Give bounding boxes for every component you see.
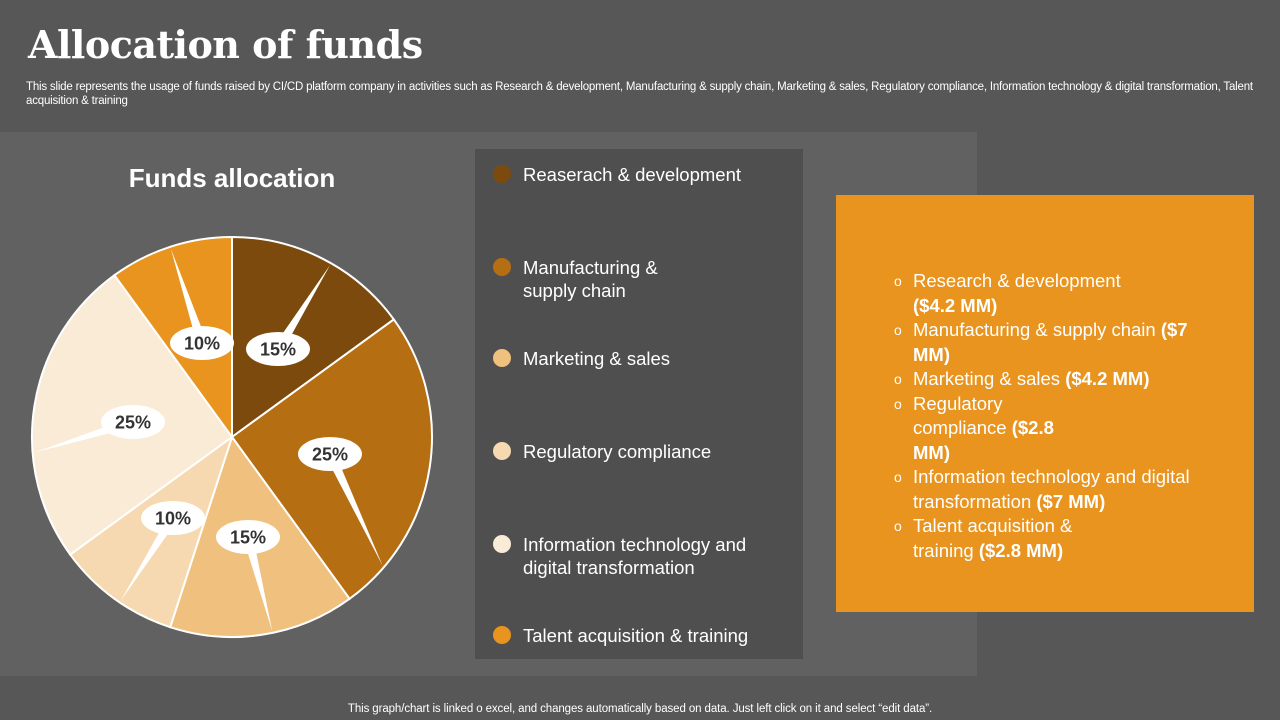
summary-item: o Talent acquisition & training ($2.8 MM) (894, 515, 1073, 561)
legend-label: Regulatory compliance (523, 441, 712, 462)
slide-subtitle: This slide represents the usage of funds… (26, 81, 1253, 107)
legend-dot-icon (493, 535, 511, 553)
funds-summary-box: o Research & development ($4.2 MM) o Manufa… (836, 195, 1254, 612)
legend-label: Reaserach & development (523, 164, 742, 185)
funds-summary-list: o Research & development ($4.2 MM) o Manufa… (894, 269, 1224, 563)
circle-bullet-icon: o (894, 518, 902, 534)
legend-label: Talent acquisition & training (523, 625, 749, 646)
circle-bullet-icon: o (894, 273, 902, 289)
legend-dot-icon (493, 165, 511, 183)
summary-item: o Manufacturing & supply chain ($7 MM) (894, 319, 1188, 365)
legend-label: Information technology and digital trans… (523, 534, 747, 578)
summary-item: o Research & development ($4.2 MM) (894, 270, 1121, 316)
legend-dot-icon (493, 349, 511, 367)
circle-bullet-icon: o (894, 469, 902, 485)
circle-bullet-icon: o (894, 371, 902, 387)
footer-note: This graph/chart is linked o excel, and … (347, 703, 933, 715)
summary-item: o Regulatory compliance ($2.8 MM) (894, 392, 1054, 463)
legend-panel: Reaserach & development Manufacturing & … (475, 149, 803, 659)
legend-label: Marketing & sales (523, 348, 671, 369)
summary-item: o Information technology and digital tran… (894, 466, 1190, 512)
summary-item: o Marketing & sales ($4.2 MM) (894, 367, 1224, 392)
chart-title: Funds allocation (128, 163, 336, 193)
circle-bullet-icon: o (894, 395, 902, 412)
slide-title: Allocation of funds (28, 22, 423, 67)
legend-dot-icon (493, 258, 511, 276)
legend-dot-icon (493, 626, 511, 644)
legend-label: Manufacturing & supply chain (523, 257, 658, 301)
legend-dot-icon (493, 442, 511, 460)
circle-bullet-icon: o (894, 322, 902, 338)
